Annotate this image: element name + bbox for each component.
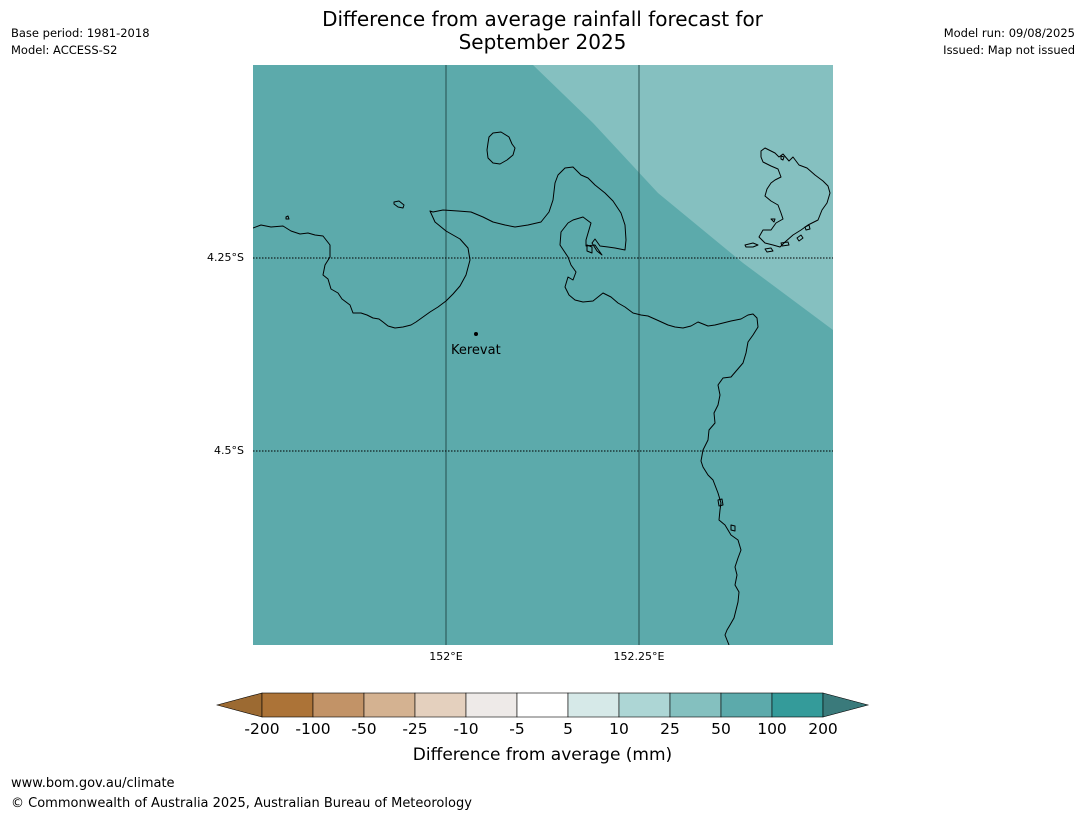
area-25-50 [533, 65, 833, 330]
colorbar-extend-high [822, 692, 870, 718]
footer-copyright: © Commonwealth of Australia 2025, Austra… [11, 796, 472, 811]
map-title: Difference from average rainfall forecas… [0, 8, 1085, 54]
colorbar-swatch [669, 692, 722, 718]
title-line-1: Difference from average rainfall forecas… [322, 7, 763, 31]
cb-tick: -100 [295, 720, 331, 738]
cb-tick: -5 [509, 720, 525, 738]
cb-tick: 100 [757, 720, 787, 738]
colorbar-swatch [312, 692, 365, 718]
cb-tick: 200 [808, 720, 838, 738]
colorbar-swatch [516, 692, 569, 718]
colorbar-extend-low [216, 692, 263, 718]
colorbar-swatch [363, 692, 416, 718]
cb-tick: 10 [609, 720, 629, 738]
coastline [253, 131, 831, 645]
cb-tick: -200 [244, 720, 280, 738]
cb-tick: 5 [563, 720, 573, 738]
cb-tick: 50 [711, 720, 731, 738]
colorbar-swatch [465, 692, 518, 718]
colorbar-swatch [720, 692, 773, 718]
colorbar-label: Difference from average (mm) [412, 745, 673, 765]
lon-label-152-25: 152.25°E [613, 650, 665, 663]
colorbar-swatch [618, 692, 671, 718]
cb-tick: -50 [351, 720, 377, 738]
colorbar-swatch [414, 692, 467, 718]
rainfall-map [253, 65, 833, 645]
kerevat-marker [474, 332, 478, 336]
meta-left: Base period: 1981-2018 Model: ACCESS-S2 [11, 25, 150, 59]
cb-tick: -25 [402, 720, 428, 738]
footer-url: www.bom.gov.au/climate [11, 776, 175, 791]
cb-tick: 25 [660, 720, 680, 738]
base-period-text: Base period: 1981-2018 [11, 26, 150, 40]
lat-label-4-5: 4.5°S [214, 444, 244, 457]
meta-right: Model run: 09/08/2025 Issued: Map not is… [943, 25, 1075, 59]
colorbar-swatch [261, 692, 314, 718]
title-line-2: September 2025 [458, 30, 627, 54]
colorbar-swatch [771, 692, 824, 718]
lat-label-4-25: 4.25°S [207, 251, 244, 264]
model-run-text: Model run: 09/08/2025 [943, 26, 1075, 40]
colorbar [216, 692, 870, 718]
colorbar-swatch [567, 692, 620, 718]
issued-text: Issued: Map not issued [943, 43, 1075, 57]
model-text: Model: ACCESS-S2 [11, 43, 118, 57]
cb-tick: -10 [453, 720, 479, 738]
place-label-kerevat: Kerevat [451, 343, 501, 358]
lon-label-152: 152°E [429, 650, 463, 663]
